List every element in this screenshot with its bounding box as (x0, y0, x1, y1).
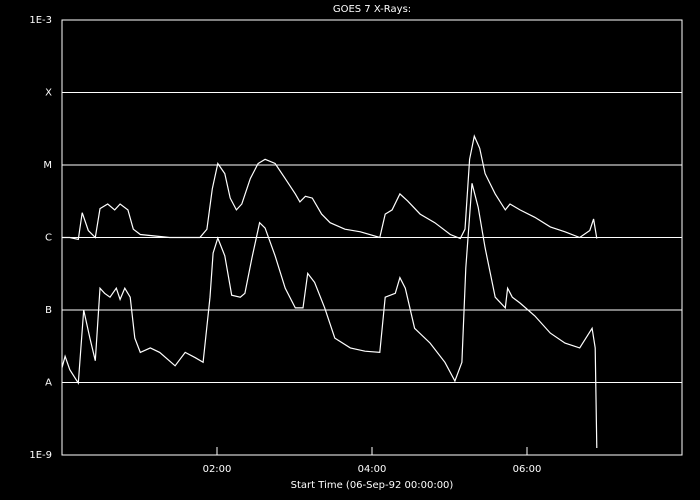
x-axis-label: Start Time (06-Sep-92 00:00:00) (291, 480, 454, 491)
x-tick-label: 02:00 (203, 464, 232, 475)
y-tick-label: M (43, 160, 52, 171)
x-tick-label: 06:00 (513, 464, 542, 475)
y-tick-label: C (45, 233, 52, 244)
data-line (62, 134, 598, 241)
y-tick-label: 1E-3 (29, 15, 52, 26)
y-tick-label: A (45, 378, 52, 389)
x-tick-label: 04:00 (358, 464, 387, 475)
data-line (61, 183, 598, 449)
chart-title: GOES 7 X-Rays: (333, 4, 411, 15)
y-tick-label: 1E-9 (29, 450, 52, 461)
y-tick-label: X (45, 88, 52, 99)
y-tick-label: B (45, 305, 52, 316)
